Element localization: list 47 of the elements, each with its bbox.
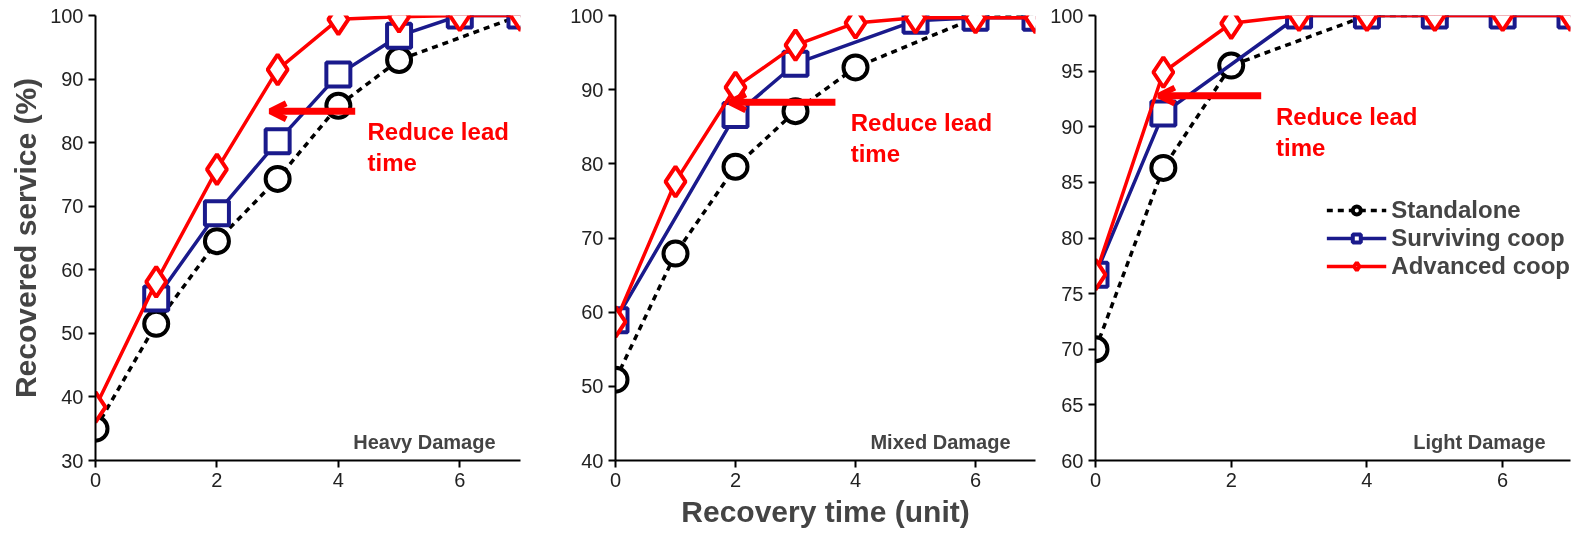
y-tick-label: 95 (1061, 60, 1084, 83)
y-tick-label: 30 (61, 449, 84, 472)
x-tick-label: 4 (332, 468, 344, 491)
x-axis-title: Recovery time (unit) (681, 494, 970, 528)
y-tick-label: 40 (61, 385, 84, 408)
x-tick-label: 0 (609, 468, 622, 491)
x-tick-label: 4 (849, 468, 862, 491)
annotation: Light Damage (1413, 430, 1546, 453)
x-tick-label: 6 (969, 468, 982, 491)
y-tick-label: 90 (581, 78, 604, 101)
annotation: Reduce lead time (367, 118, 509, 177)
legend-label: Standalone (1391, 195, 1521, 224)
y-tick-label: 100 (50, 4, 84, 27)
y-tick-label: 50 (581, 375, 604, 398)
y-tick-label: 60 (581, 301, 604, 324)
annotation: Mixed Damage (870, 430, 1011, 453)
y-tick-label: 100 (1050, 4, 1084, 27)
y-tick-label: 70 (1061, 338, 1084, 361)
y-tick-label: 100 (570, 4, 604, 27)
y-tick-label: 85 (1061, 171, 1084, 194)
x-tick-label: 6 (454, 468, 466, 491)
y-tick-label: 60 (61, 258, 84, 281)
x-tick-label: 2 (211, 468, 223, 491)
y-axis-title: Recovered service (%) (9, 77, 43, 399)
y-tick-label: 80 (61, 131, 84, 154)
y-tick-label: 80 (581, 152, 604, 175)
x-tick-label: 2 (1225, 468, 1237, 491)
y-tick-label: 70 (581, 227, 604, 249)
y-tick-label: 70 (61, 195, 84, 218)
y-tick-label: 90 (1061, 115, 1084, 138)
annotation: Reduce lead time (850, 109, 993, 168)
legend-label: Surviving coop (1391, 223, 1565, 252)
x-tick-label: 4 (1361, 468, 1373, 491)
annotation: Heavy Damage (353, 430, 496, 453)
y-tick-label: 40 (581, 449, 604, 472)
y-tick-label: 50 (61, 322, 84, 345)
x-tick-label: 2 (729, 468, 742, 491)
annotation: Reduce lead time (1276, 102, 1418, 161)
legend-label: Advanced coop (1391, 251, 1570, 280)
y-tick-label: 75 (1061, 282, 1084, 305)
y-tick-label: 65 (1061, 393, 1084, 416)
y-tick-label: 60 (1061, 449, 1084, 472)
x-tick-label: 6 (1497, 468, 1509, 491)
x-tick-label: 0 (89, 468, 102, 491)
x-tick-label: 0 (1089, 468, 1102, 491)
y-tick-label: 80 (1061, 227, 1084, 249)
y-tick-label: 90 (61, 68, 84, 91)
